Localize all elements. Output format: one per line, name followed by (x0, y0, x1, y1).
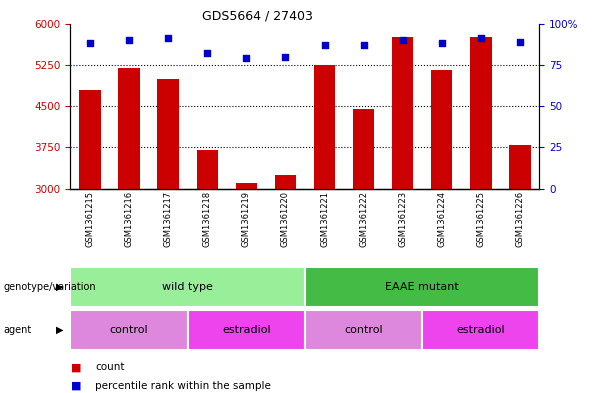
Text: genotype/variation: genotype/variation (3, 282, 96, 292)
Text: GSM1361222: GSM1361222 (359, 191, 368, 247)
Text: wild type: wild type (162, 282, 213, 292)
Point (398, 37, 408, 43)
Text: ■: ■ (70, 362, 81, 373)
Text: ▶: ▶ (56, 325, 63, 335)
Bar (431, 70, 452, 189)
Text: control: control (345, 325, 383, 335)
Text: GSM1361224: GSM1361224 (437, 191, 446, 247)
Point (359, 42, 368, 48)
Bar (470, 37, 492, 189)
Bar (118, 68, 140, 189)
Point (476, 35, 485, 42)
Bar (197, 150, 218, 189)
Bar (305, 310, 422, 350)
Text: GSM1361215: GSM1361215 (86, 191, 94, 247)
Bar (188, 310, 305, 350)
Bar (79, 90, 101, 189)
Text: GSM1361221: GSM1361221 (320, 191, 329, 247)
Point (437, 40, 447, 46)
Bar (353, 109, 375, 189)
Text: GSM1361226: GSM1361226 (516, 191, 524, 247)
Text: GSM1361220: GSM1361220 (281, 191, 290, 247)
Text: EAAE mutant: EAAE mutant (386, 282, 459, 292)
Point (85, 40, 95, 46)
Point (163, 35, 173, 42)
Point (515, 39, 525, 45)
Text: GSM1361225: GSM1361225 (476, 191, 485, 247)
Bar (70, 310, 188, 350)
Bar (314, 65, 335, 189)
Point (281, 53, 291, 60)
Text: agent: agent (3, 325, 31, 335)
Text: estradiol: estradiol (457, 325, 505, 335)
Point (202, 50, 212, 57)
Text: GSM1361216: GSM1361216 (124, 191, 134, 247)
Point (319, 42, 329, 48)
Bar (275, 175, 296, 189)
Text: GSM1361219: GSM1361219 (242, 191, 251, 247)
Bar (70, 267, 305, 307)
Text: GSM1361223: GSM1361223 (398, 191, 407, 247)
Text: ■: ■ (70, 381, 81, 391)
Text: ▶: ▶ (56, 282, 63, 292)
Text: estradiol: estradiol (222, 325, 271, 335)
Point (242, 55, 251, 61)
Bar (235, 183, 257, 189)
Text: control: control (110, 325, 148, 335)
Bar (158, 79, 179, 189)
Text: count: count (95, 362, 124, 373)
Text: GDS5664 / 27403: GDS5664 / 27403 (202, 10, 313, 23)
Text: percentile rank within the sample: percentile rank within the sample (95, 381, 271, 391)
Point (124, 37, 134, 43)
Text: GSM1361218: GSM1361218 (203, 191, 211, 247)
Bar (509, 145, 531, 189)
Bar (392, 37, 413, 189)
Bar (305, 267, 539, 307)
Text: GSM1361217: GSM1361217 (164, 191, 173, 247)
Bar (422, 310, 539, 350)
